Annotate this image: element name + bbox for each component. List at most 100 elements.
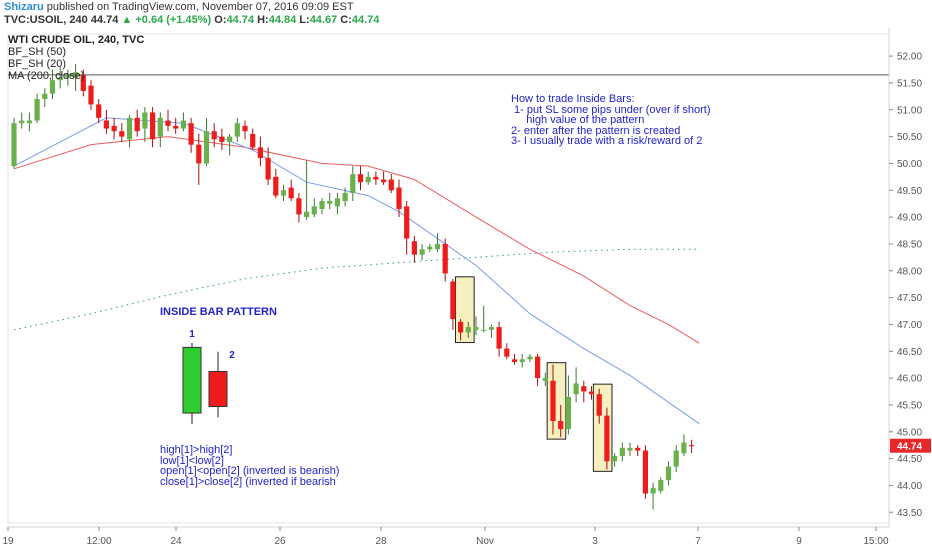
y-tick-label: 50.50	[897, 132, 922, 143]
y-tick-label: 45.00	[897, 427, 922, 438]
candle-body	[565, 396, 571, 430]
candle-body	[504, 348, 510, 357]
how-to-note: How to trade Inside Bars: 1- put SL some…	[511, 94, 711, 147]
rule-line: close[1]>close[2] (inverted if bearish	[160, 475, 336, 488]
y-tick-label: 48.50	[897, 239, 922, 250]
candle-body	[612, 455, 618, 462]
how-to-line: 1- put SL some pips under (over if short…	[511, 103, 711, 116]
candle-body	[242, 125, 248, 132]
low-label: L:	[299, 14, 310, 26]
candle-body	[288, 187, 294, 199]
low-value: 44.67	[309, 14, 338, 26]
candle-body	[165, 120, 171, 126]
candle-body	[103, 120, 109, 129]
candle-body	[157, 117, 163, 137]
y-tick-label: 47.00	[897, 320, 922, 331]
candle-body	[673, 450, 679, 467]
candle-body	[635, 447, 641, 451]
chart-axes: 52.00 51.50 51.00 50.50 50.00 49.50 49.00 48.50…	[2, 28, 932, 550]
candle-body	[381, 179, 387, 183]
high-label: H:	[257, 14, 269, 26]
candle-body	[234, 123, 240, 137]
last-price-badge	[890, 438, 931, 453]
y-tick-label: 47.50	[897, 293, 922, 304]
chart-legend: WTI CRUDE OIL, 240, TVC BF_SH (50) BF_SH…	[8, 34, 144, 82]
candle-body	[88, 85, 94, 105]
change-arrow-icon: ▲	[121, 14, 133, 26]
candle-body	[11, 123, 17, 167]
legend-study-ma-200[interactable]: MA (200, close)	[8, 70, 85, 82]
legend-study-bf-sh-20[interactable]: BF_SH (20)	[8, 58, 67, 70]
candle-body	[188, 123, 194, 145]
y-tick-label: 45.50	[897, 400, 922, 411]
x-tick-label: 28	[375, 536, 387, 547]
candle-body	[658, 480, 664, 491]
candle-body	[458, 321, 464, 333]
close-label: C:	[340, 14, 352, 26]
candle-body	[357, 174, 364, 183]
candle-body	[450, 281, 456, 320]
candle-body	[196, 144, 202, 164]
candle-body	[257, 147, 263, 159]
candle-body	[296, 198, 302, 215]
candle-body	[219, 136, 225, 142]
rule-line: open[1]<open[2] (inverted is bearish)	[160, 465, 340, 477]
x-tick-label: 24	[170, 536, 182, 547]
inside-bar-highlight-box	[455, 276, 475, 344]
candle-body	[650, 488, 656, 494]
candle-body	[80, 74, 86, 91]
candle-body	[558, 421, 564, 430]
candle-body	[550, 380, 556, 422]
candle-body	[203, 131, 210, 164]
candle-body	[465, 327, 471, 333]
chart-header: Shizaru published on TradingView.com, No…	[0, 0, 932, 28]
candle-body	[334, 198, 340, 207]
candle-body	[488, 327, 494, 330]
candle-body	[496, 327, 502, 349]
candle-body	[542, 378, 548, 381]
example-bar-body	[208, 370, 228, 407]
candle-body	[96, 104, 102, 118]
candle-body	[73, 72, 79, 78]
candle-body	[42, 93, 48, 100]
candle-body	[434, 243, 441, 250]
how-to-line: 2- enter after the pattern is created	[511, 124, 681, 137]
candle-body	[211, 131, 217, 140]
x-tick-label: 19	[2, 536, 14, 547]
y-tick-label: 46.50	[897, 347, 922, 358]
candle-body	[327, 201, 333, 204]
candle-body	[442, 243, 448, 274]
y-tick-label: 48.00	[897, 266, 922, 277]
x-tick-label: 9	[796, 536, 802, 547]
example-bar-body	[182, 346, 202, 414]
rule-line: low[1]<low[2]	[160, 454, 224, 467]
high-value: 44.84	[268, 14, 297, 26]
candle-body	[311, 206, 317, 215]
candle-body	[180, 120, 186, 129]
candle-body	[581, 386, 587, 392]
x-tick-label: 12:00	[86, 536, 111, 547]
last-price: 44.74	[90, 14, 119, 26]
y-tick-label: 46.00	[897, 374, 922, 385]
candle-body	[689, 445, 695, 447]
inside-bar-example: 12	[182, 329, 235, 424]
author-name[interactable]: Shizaru	[4, 1, 44, 13]
candle-body	[142, 112, 148, 129]
candle-body	[596, 394, 602, 416]
y-tick-label: 44.00	[897, 481, 922, 492]
candle-body	[511, 359, 518, 362]
symbol-label: TVC:USOIL, 240	[4, 14, 88, 26]
candle-body	[26, 120, 32, 124]
x-tick-label: Nov	[476, 536, 494, 547]
legend-study-bf-sh-50[interactable]: BF_SH (50)	[8, 46, 67, 58]
candle-body	[419, 249, 425, 255]
candle-body	[481, 329, 487, 331]
last-price-label: 44.74	[897, 442, 922, 453]
price-chart[interactable]: 12 52.0051.5051.0050.5050.0049.5049.0048…	[0, 28, 932, 550]
candle-body	[427, 246, 433, 250]
example-bar-label: 2	[229, 350, 235, 361]
candle-body	[388, 179, 394, 191]
candle-body	[473, 327, 479, 330]
x-tick-label: 15:00	[863, 536, 888, 547]
candle-body	[350, 174, 356, 193]
